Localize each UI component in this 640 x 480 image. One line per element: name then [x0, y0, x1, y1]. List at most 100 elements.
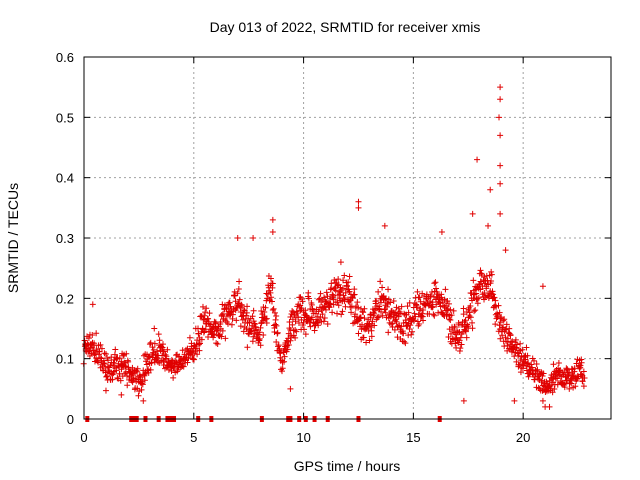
data-point — [141, 377, 148, 384]
data-point — [398, 303, 405, 310]
data-point — [414, 304, 421, 311]
data-point — [184, 359, 191, 366]
data-point — [488, 268, 495, 275]
data-point — [205, 334, 212, 341]
data-point — [355, 198, 362, 205]
data-point — [335, 276, 342, 283]
data-point — [134, 365, 141, 372]
data-point — [267, 275, 274, 282]
data-point — [463, 334, 470, 341]
data-point — [244, 303, 251, 310]
data-point — [118, 391, 125, 398]
data-point — [427, 292, 434, 299]
data-point — [317, 290, 324, 297]
data-point — [150, 346, 157, 353]
data-point — [497, 162, 504, 169]
data-point — [540, 370, 547, 377]
data-point — [523, 344, 530, 351]
data-point — [369, 318, 376, 325]
data-point — [497, 335, 504, 342]
data-point — [271, 309, 278, 316]
data-point — [103, 373, 110, 380]
data-point — [474, 156, 481, 163]
data-point — [93, 330, 100, 337]
x-tick-label: 10 — [296, 430, 310, 445]
data-point — [513, 341, 520, 348]
data-point — [269, 280, 276, 287]
data-point — [320, 318, 327, 325]
data-point — [566, 385, 573, 392]
data-point — [432, 285, 439, 292]
data-point — [580, 368, 587, 375]
data-point — [349, 294, 356, 301]
data-point — [355, 330, 362, 337]
data-point — [524, 352, 531, 359]
data-point — [551, 386, 558, 393]
data-point — [214, 341, 221, 348]
data-point — [507, 332, 514, 339]
data-point — [346, 273, 353, 280]
data-point — [251, 330, 258, 337]
data-point — [442, 302, 449, 309]
data-point — [173, 359, 180, 366]
data-point — [460, 311, 467, 318]
data-point — [104, 363, 111, 370]
data-point — [206, 310, 213, 317]
data-point — [151, 325, 158, 332]
data-point — [334, 299, 341, 306]
data-point — [328, 280, 335, 287]
data-point — [257, 324, 264, 331]
data-point — [385, 296, 392, 303]
data-point — [385, 329, 392, 336]
data-point — [502, 247, 509, 254]
data-point — [375, 313, 382, 320]
data-point — [298, 305, 305, 312]
data-point — [509, 338, 516, 345]
data-point — [361, 305, 368, 312]
data-point — [327, 301, 334, 308]
axis-ticks — [83, 56, 611, 420]
data-point — [147, 339, 154, 346]
data-point — [159, 344, 166, 351]
data-point — [236, 296, 243, 303]
data-point — [138, 386, 145, 393]
data-point — [123, 372, 130, 379]
data-point — [477, 267, 484, 274]
data-point — [381, 222, 388, 229]
data-point — [97, 341, 104, 348]
data-point — [423, 291, 430, 298]
data-point — [181, 351, 188, 358]
data-point — [233, 317, 240, 324]
data-point — [371, 310, 378, 317]
data-point — [195, 341, 202, 348]
data-point — [578, 359, 585, 366]
data-point — [431, 312, 438, 319]
data-point — [165, 366, 172, 373]
data-point — [302, 331, 309, 338]
data-point — [234, 303, 241, 310]
data-point — [268, 298, 275, 305]
data-point — [241, 306, 248, 313]
data-point — [263, 315, 270, 322]
data-point — [430, 311, 437, 318]
data-point — [321, 294, 328, 301]
data-point — [414, 288, 421, 295]
data-point — [249, 313, 256, 320]
data-point — [388, 321, 395, 328]
data-point — [437, 303, 444, 310]
data-point — [287, 337, 294, 344]
data-point — [159, 341, 166, 348]
data-point — [501, 316, 508, 323]
data-point — [171, 365, 178, 372]
data-point — [156, 337, 163, 344]
data-point — [305, 295, 312, 302]
data-point — [561, 384, 568, 391]
data-point — [576, 365, 583, 372]
data-point — [105, 357, 112, 364]
data-point — [503, 321, 510, 328]
data-point — [467, 314, 474, 321]
data-point — [222, 335, 229, 342]
data-point — [301, 326, 308, 333]
data-point — [338, 311, 345, 318]
